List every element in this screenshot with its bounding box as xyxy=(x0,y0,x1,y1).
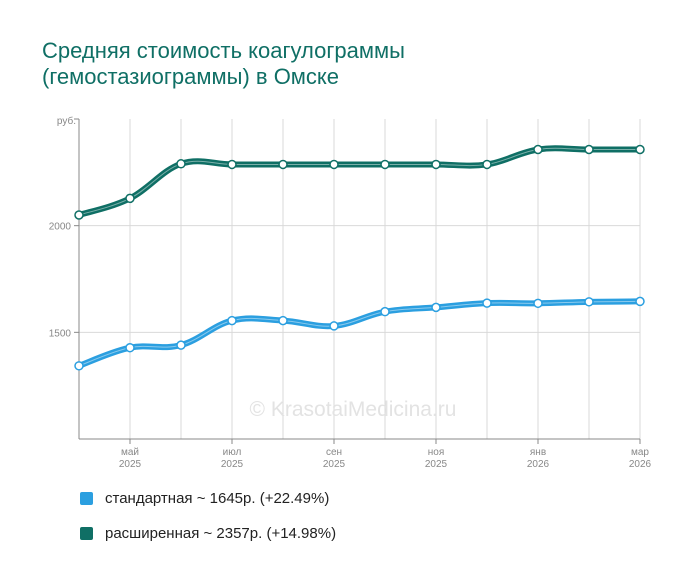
data-point-standard xyxy=(176,340,186,350)
data-point-extended xyxy=(635,144,645,155)
x-tick-label-month: июл xyxy=(223,447,242,458)
data-point-extended xyxy=(74,210,84,220)
series-line-extended xyxy=(76,145,643,218)
legend-swatch-extended xyxy=(80,526,93,540)
data-point-standard xyxy=(431,302,441,313)
x-tick-label-year: 2025 xyxy=(221,459,244,470)
data-point-standard xyxy=(380,306,390,317)
data-point-extended xyxy=(380,159,390,170)
watermark: © KrasotaiMedicina.ru xyxy=(250,398,457,421)
x-tick-label-year: 2025 xyxy=(425,459,448,470)
data-point-extended xyxy=(533,144,543,155)
y-tick-label: 1500 xyxy=(49,328,72,339)
legend-item-extended: расширенная ~ 2357р. (+14.98%) xyxy=(80,523,336,543)
data-point-extended xyxy=(431,159,441,170)
data-point-extended xyxy=(482,159,492,170)
x-tick-label-month: янв xyxy=(530,447,546,458)
legend-item-standard: стандартная ~ 1645р. (+22.49%) xyxy=(80,488,336,508)
x-tick-label-month: май xyxy=(121,447,139,458)
x-tick-label-month: ноя xyxy=(428,447,445,458)
data-point-standard xyxy=(125,342,135,353)
data-point-standard xyxy=(329,321,339,331)
legend-label-standard: стандартная ~ 1645р. (+22.49%) xyxy=(105,489,330,507)
chart-title-line-2: (гемостазиограммы) в Омске xyxy=(42,64,340,89)
series-line-highlight-extended xyxy=(78,147,640,216)
data-point-extended xyxy=(584,144,594,155)
series-layer xyxy=(74,144,645,371)
x-tick-label-year: 2026 xyxy=(527,459,550,470)
data-point-extended xyxy=(125,193,135,204)
data-point-standard xyxy=(482,298,492,308)
y-axis-unit-label: руб. xyxy=(57,115,76,127)
data-point-standard xyxy=(278,315,288,326)
data-point-standard xyxy=(635,296,645,307)
data-point-standard xyxy=(533,298,543,309)
x-tick-label-month: сен xyxy=(326,447,342,458)
x-tick-label-year: 2026 xyxy=(629,459,652,470)
legend: стандартная ~ 1645р. (+22.49%) расширенн… xyxy=(80,488,336,558)
series-line-highlight-standard xyxy=(78,300,641,367)
chart-title: Средняя стоимость коагулограммы (гемоста… xyxy=(42,38,662,90)
data-point-extended xyxy=(329,159,339,170)
data-point-standard xyxy=(227,315,237,326)
data-point-standard xyxy=(74,361,84,371)
legend-label-extended: расширенная ~ 2357р. (+14.98%) xyxy=(105,524,337,542)
data-point-extended xyxy=(278,159,288,170)
chart-area: 15002000май2025июл2025сен2025ноя2025янв2… xyxy=(49,115,652,470)
data-point-standard xyxy=(584,297,594,307)
y-tick-label: 2000 xyxy=(49,222,72,233)
grid-layer: 15002000май2025июл2025сен2025ноя2025янв2… xyxy=(49,118,652,470)
data-point-extended xyxy=(227,159,237,170)
x-tick-label-month: мар xyxy=(631,447,649,458)
x-tick-label-year: 2025 xyxy=(323,459,346,470)
data-point-extended xyxy=(176,159,186,169)
series-line-standard xyxy=(76,298,643,369)
x-tick-label-year: 2025 xyxy=(119,459,142,470)
legend-swatch-standard xyxy=(80,491,93,505)
chart-title-line-1: Средняя стоимость коагулограммы xyxy=(42,38,405,63)
